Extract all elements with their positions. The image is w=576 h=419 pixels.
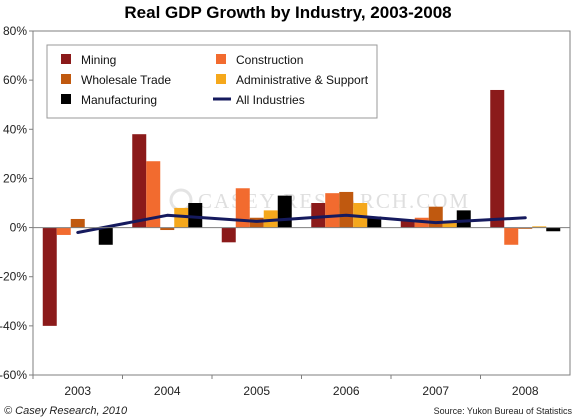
bar-wholesale-trade-2006 bbox=[339, 191, 354, 228]
legend-label-mining: Mining bbox=[81, 53, 116, 67]
bar-manufacturing-2004 bbox=[188, 203, 203, 228]
y-tick-label: 60% bbox=[3, 73, 27, 87]
bar-wholesale-trade-2008 bbox=[518, 227, 533, 229]
bar-wholesale-trade-2003 bbox=[70, 218, 85, 228]
legend-swatch-construction bbox=[216, 54, 226, 64]
copyright-text: © Casey Research, 2010 bbox=[4, 405, 128, 417]
y-tick-label: -40% bbox=[0, 319, 27, 333]
source-text: Source: Yukon Bureau of Statistics bbox=[434, 406, 573, 416]
bar-manufacturing-2005 bbox=[277, 195, 292, 228]
bar-manufacturing-2008 bbox=[546, 227, 561, 232]
line-all-industries bbox=[76, 213, 527, 234]
bar-mining-2008 bbox=[490, 89, 505, 228]
y-tick-label: 80% bbox=[3, 24, 27, 38]
bar-wholesale-trade-2004 bbox=[160, 227, 175, 231]
chart-title: Real GDP Growth by Industry, 2003-2008 bbox=[124, 3, 451, 22]
legend-label-manufacturing: Manufacturing bbox=[81, 93, 157, 107]
bar-construction-2004 bbox=[146, 161, 161, 228]
x-tick-label: 2008 bbox=[512, 384, 539, 398]
bar-construction-2006 bbox=[325, 193, 340, 228]
legend-label-all-industries: All Industries bbox=[236, 93, 305, 107]
legend-box bbox=[46, 44, 378, 119]
legend-swatch-administrative-support bbox=[216, 74, 226, 84]
y-tick-label: 0% bbox=[10, 221, 28, 235]
bar-construction-2005 bbox=[235, 188, 250, 228]
bar-wholesale-trade-2007 bbox=[428, 206, 443, 228]
bar-mining-2003 bbox=[42, 227, 57, 326]
legend-swatch-manufacturing bbox=[61, 94, 71, 104]
legend-swatch-wholesale-trade bbox=[61, 74, 71, 84]
bar-manufacturing-2003 bbox=[98, 227, 113, 245]
legend-label-construction: Construction bbox=[236, 53, 303, 67]
bar-manufacturing-2007 bbox=[456, 210, 471, 228]
bar-mining-2004 bbox=[132, 134, 147, 228]
bar-mining-2006 bbox=[311, 203, 326, 228]
bar-administrative-support-2007 bbox=[442, 222, 457, 228]
bar-administrative-support-2008 bbox=[532, 226, 547, 228]
bar-construction-2003 bbox=[56, 227, 71, 235]
plot-area bbox=[42, 89, 561, 326]
y-tick-label: -20% bbox=[0, 270, 27, 284]
x-tick-label: 2004 bbox=[154, 384, 181, 398]
legend: Mining Construction Wholesale Trade Adminis… bbox=[46, 44, 378, 119]
legend-label-wholesale-trade: Wholesale Trade bbox=[81, 73, 171, 87]
bar-construction-2008 bbox=[504, 227, 519, 245]
bar-manufacturing-2006 bbox=[367, 216, 382, 228]
watermark-logo-icon bbox=[169, 188, 193, 212]
legend-swatch-mining bbox=[61, 54, 71, 64]
bar-mining-2007 bbox=[400, 220, 415, 228]
legend-label-administrative-support: Administrative & Support bbox=[236, 73, 369, 87]
axes: -60% -40% -20% 0% 20% 40% 60% 80% 2003 2004 2005 20… bbox=[0, 24, 571, 398]
bar-mining-2005 bbox=[221, 227, 236, 243]
x-tick-label: 2006 bbox=[333, 384, 360, 398]
x-tick-label: 2005 bbox=[243, 384, 270, 398]
x-tick-label: 2007 bbox=[422, 384, 449, 398]
y-tick-label: 20% bbox=[3, 171, 27, 185]
y-tick-label: -60% bbox=[0, 368, 27, 382]
x-tick-label: 2003 bbox=[64, 384, 91, 398]
y-tick-label: 40% bbox=[3, 122, 27, 136]
